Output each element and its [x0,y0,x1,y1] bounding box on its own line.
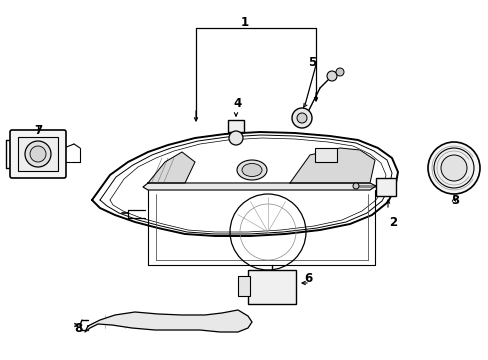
Ellipse shape [242,163,262,176]
Bar [18,137,58,171]
Polygon shape [142,183,375,190]
Bar [227,120,244,132]
Text: 5: 5 [307,55,315,68]
Circle shape [296,113,306,123]
Circle shape [228,131,243,145]
Circle shape [291,108,311,128]
Ellipse shape [237,160,266,180]
Circle shape [335,68,343,76]
Text: 8: 8 [74,321,82,334]
FancyBboxPatch shape [10,130,66,178]
Circle shape [433,148,473,188]
Circle shape [427,142,479,194]
Text: 6: 6 [303,271,311,284]
Bar [238,276,249,296]
Circle shape [326,71,336,81]
Circle shape [352,183,358,189]
Bar [247,270,295,304]
Polygon shape [148,152,195,183]
Bar [375,178,395,196]
Bar [314,148,336,162]
Polygon shape [289,148,374,183]
Text: 2: 2 [388,216,396,229]
Circle shape [440,155,466,181]
Bar [265,272,278,280]
Text: 3: 3 [450,194,458,207]
Circle shape [25,141,51,167]
Text: 4: 4 [233,96,242,109]
Circle shape [30,146,46,162]
Text: 7: 7 [34,123,42,136]
Text: 1: 1 [241,15,248,28]
Polygon shape [85,310,251,332]
